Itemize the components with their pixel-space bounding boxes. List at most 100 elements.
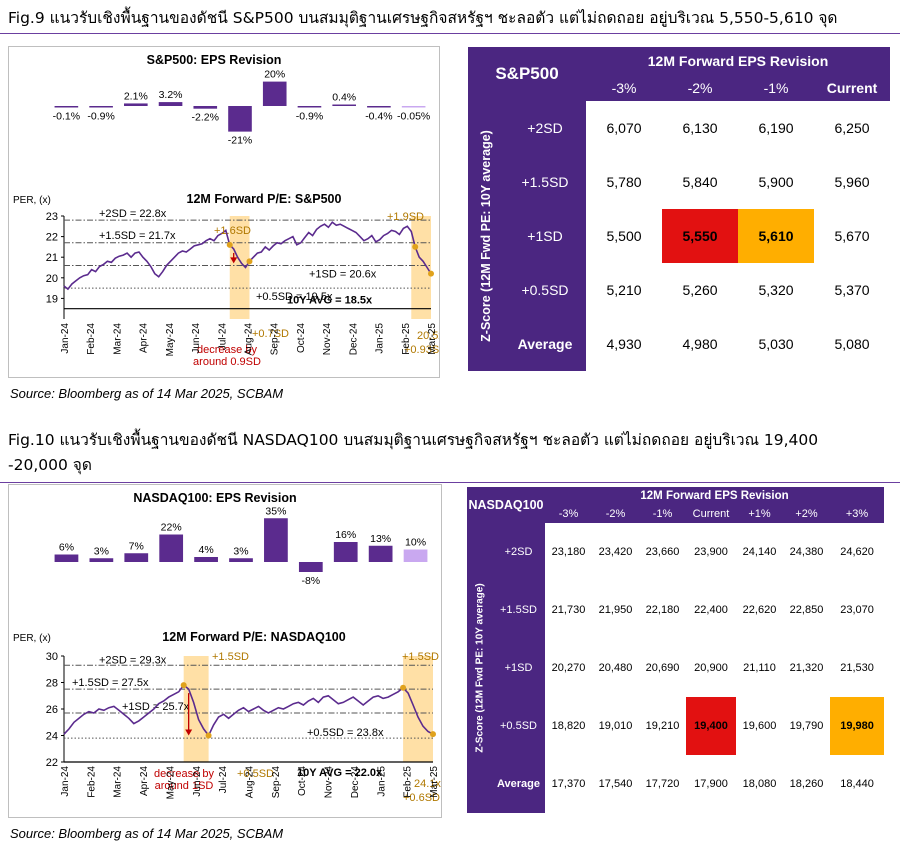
x-tick-label: Mar-24 — [113, 766, 124, 798]
table-cell: 20,480 — [598, 662, 633, 674]
x-tick-label: Sep-24 — [270, 323, 281, 356]
table-cell: 23,420 — [598, 546, 633, 558]
data-label: -0.1% — [53, 111, 80, 123]
data-label: 7% — [129, 540, 144, 552]
row-label: +0.5SD — [492, 697, 545, 755]
bar — [298, 562, 323, 572]
table-cell: 19,790 — [789, 720, 824, 732]
bar — [332, 104, 356, 106]
x-tick-label: May-24 — [165, 766, 176, 800]
highlight-band — [411, 216, 431, 319]
x-tick-label: Jun-24 — [191, 323, 202, 354]
y-tick-label: 22 — [46, 757, 58, 769]
sp500-eps-revision-chart: S&P500: EPS Revision-0.1%2015-0.9%20162.… — [53, 53, 431, 187]
row-label: +1.5SD — [504, 155, 587, 209]
annotation-label: around 0.9SD — [193, 356, 261, 368]
x-tick-label: Jun-24 — [192, 766, 203, 797]
data-label: 20% — [264, 69, 285, 81]
z-score-axis: Z-Score (12M Fwd PE: 10Y average) — [468, 101, 504, 371]
annotation-label: +0.6SD — [403, 792, 440, 804]
bar — [229, 558, 253, 562]
col-header: -3% — [545, 505, 592, 523]
x-tick-label: Feb-25 — [403, 766, 414, 798]
marker-dot — [430, 731, 436, 738]
bar — [262, 81, 287, 106]
reference-line-label: +1.5SD = 21.7x — [99, 230, 176, 242]
chart-title: 12M Forward P/E: NASDAQ100 — [162, 630, 345, 644]
x-tick-label: Nov-24 — [324, 766, 335, 799]
table-cell: 22,400 — [694, 604, 728, 616]
table-cell: 4,930 — [606, 336, 642, 352]
decrease-arrowhead — [230, 257, 238, 264]
table-cell: 18,820 — [551, 720, 586, 732]
annotation-label: decrease by — [197, 344, 257, 356]
annotation-label: around 1SD — [155, 780, 214, 792]
data-label: 6% — [59, 542, 74, 554]
data-label: -0.9% — [296, 111, 323, 123]
table-cell: 21,730 — [551, 604, 586, 616]
x-tick-label: Oct-24 — [296, 323, 307, 353]
reference-line-label: 10Y AVG = 18.5x — [287, 295, 373, 307]
bar — [297, 106, 322, 108]
marker-dot — [400, 684, 407, 691]
bar — [193, 106, 218, 109]
table-cell: 21,110 — [743, 662, 776, 674]
marker-dot — [226, 241, 233, 248]
col-header: -1% — [639, 505, 686, 523]
table-cell: 20,690 — [645, 662, 680, 674]
table-cell: 19,600 — [742, 720, 777, 732]
z-score-axis-label: Z-Score (12M Fwd PE: 10Y average) — [479, 130, 493, 342]
pe-series-line — [63, 221, 432, 291]
bar — [158, 102, 183, 106]
bar — [368, 545, 393, 562]
row-label: +2SD — [492, 523, 545, 581]
col-header: Current — [814, 74, 891, 101]
fig9-rule — [0, 33, 900, 34]
annotation-label: 20.5x — [417, 330, 439, 342]
table-cell: 20,900 — [694, 662, 728, 674]
chart-title: 12M Forward P/E: S&P500 — [187, 192, 342, 206]
reference-line-label: +0.5SD = 19.5x — [256, 291, 333, 303]
nasdaq100-eps-table: NASDAQ100 12M Forward EPS Revision -3% -… — [467, 487, 885, 813]
table-cell: 6,190 — [758, 120, 794, 136]
x-tick-label: Mar-25 — [429, 766, 440, 798]
nasdaq100-forward-pe-chart: 12M Forward P/E: NASDAQ100 PER, (x) 22 24 26… — [13, 630, 441, 804]
y-tick-label: 20 — [46, 273, 58, 285]
x-tick-label: Jul-24 — [217, 323, 228, 351]
table-cell: 5,670 — [834, 228, 870, 244]
y-tick-label: 30 — [46, 651, 58, 663]
y-axis-label: PER, (x) — [13, 633, 51, 644]
annotation-label: decrease by — [154, 768, 214, 780]
highlight-band — [229, 216, 250, 319]
table-cell: 5,030 — [758, 336, 794, 352]
row-label: +1.5SD — [492, 581, 545, 639]
x-tick-label: Sep-24 — [271, 766, 282, 799]
data-label: 35% — [265, 505, 286, 517]
y-axis-label: PER, (x) — [13, 195, 51, 206]
table-cell: 17,370 — [551, 778, 586, 790]
annotation-label: +0.7SD — [252, 328, 289, 340]
table-cell: 5,080 — [834, 336, 870, 352]
bar — [228, 106, 252, 132]
marker-dot — [428, 270, 434, 277]
annotation-label: +0.5SD — [237, 768, 274, 780]
table-cell: 21,320 — [789, 662, 824, 674]
data-label: 0.4% — [332, 92, 356, 104]
x-tick-label: Apr-24 — [139, 323, 150, 353]
table-cell: 20,270 — [551, 662, 586, 674]
data-label: -0.05% — [397, 111, 430, 123]
data-label: -2.2% — [192, 112, 219, 124]
table-cell: 24,620 — [840, 546, 874, 558]
bar — [89, 106, 113, 108]
table-cell: 22,620 — [742, 604, 777, 616]
x-tick-label: Mar-24 — [112, 323, 123, 355]
table-cell: 17,720 — [645, 778, 680, 790]
bar — [194, 557, 218, 562]
x-tick-label: Feb-24 — [86, 766, 97, 798]
fig10-rule — [0, 482, 900, 483]
sp500-forward-pe-chart: 12M Forward P/E: S&P500 PER, (x) 19 20 21 22 2… — [13, 192, 439, 368]
table-cell: 5,260 — [682, 282, 718, 298]
table-cell: 6,130 — [682, 120, 718, 136]
y-tick-label: 23 — [46, 211, 58, 223]
row-label: +0.5SD — [504, 263, 587, 317]
